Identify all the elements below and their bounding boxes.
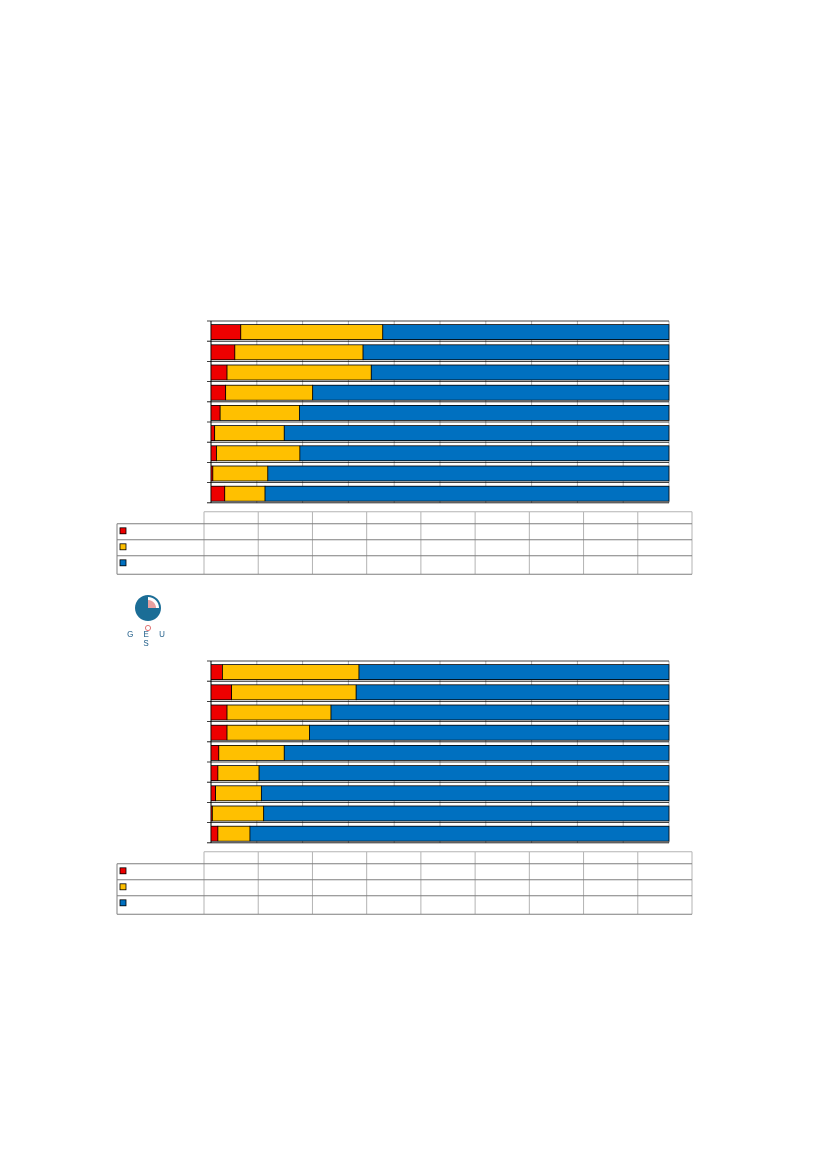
bar-segment-series-2	[226, 364, 372, 381]
legend-key-series-1	[119, 867, 127, 875]
bar-segment-series-3	[362, 344, 670, 361]
bar-segment-series-2	[216, 445, 301, 462]
bar-segment-series-2	[219, 405, 300, 421]
bar-segment-series-1	[210, 405, 221, 421]
bar-segment-series-2	[218, 745, 285, 761]
bar-segment-series-2	[225, 384, 314, 401]
legend-key-series-3	[119, 899, 127, 907]
bar-segment-series-1	[210, 445, 217, 462]
bar-segment-series-1	[210, 785, 216, 802]
bar-segment-series-3	[382, 324, 670, 340]
bar-segment-series-2	[231, 684, 357, 701]
bar-segment-series-1	[210, 344, 236, 361]
bar-segment-series-3	[258, 765, 670, 781]
legend-key-series-3	[119, 559, 127, 567]
bar-segment-series-3	[309, 724, 670, 741]
legend-key-series-1	[119, 527, 127, 535]
bar-segment-series-3	[355, 684, 670, 701]
bar-segment-series-1	[210, 684, 233, 701]
bar-segment-series-3	[330, 704, 670, 721]
bar-segment-series-3	[249, 825, 670, 842]
bar-segment-series-1	[210, 485, 226, 502]
bar-segment-series-2	[240, 324, 384, 340]
bar-segment-series-3	[370, 364, 670, 381]
stacked-bar-chart-bottom	[0, 658, 827, 916]
bar-segment-series-3	[358, 664, 670, 680]
bar-segment-series-3	[312, 384, 670, 401]
bar-segment-series-3	[263, 805, 670, 822]
bar-segment-series-1	[210, 425, 216, 441]
bar-segment-series-2	[215, 785, 262, 802]
bar-segment-series-1	[210, 724, 228, 741]
bar-segment-series-2	[226, 724, 310, 741]
bar-segment-series-3	[264, 485, 670, 502]
bar-segment-series-2	[212, 465, 269, 482]
bar-segment-series-3	[283, 425, 670, 441]
bar-segment-series-1	[210, 664, 223, 680]
legend-key-series-2	[119, 883, 127, 891]
bar-segment-series-1	[210, 825, 219, 842]
bar-segment-series-2	[217, 825, 251, 842]
bar-segment-series-2	[211, 805, 265, 822]
bar-segment-series-1	[210, 745, 220, 761]
bar-segment-series-3	[299, 445, 670, 462]
bar-segment-series-1	[210, 765, 219, 781]
bar-segment-series-1	[210, 324, 242, 340]
bar-segment-series-2	[224, 485, 266, 502]
legend-key-series-2	[119, 543, 127, 551]
bar-segment-series-3	[267, 465, 670, 482]
chart-canvas-top	[116, 320, 693, 575]
bar-segment-series-3	[298, 405, 670, 421]
geus-logo-icon	[124, 592, 172, 640]
logo-text: G E U S	[127, 630, 169, 648]
bar-segment-series-2	[217, 765, 260, 781]
chart-canvas-bottom	[116, 660, 693, 915]
bar-segment-series-2	[234, 344, 364, 361]
bar-segment-series-3	[283, 745, 670, 761]
bar-segment-series-1	[210, 704, 228, 721]
bar-segment-series-2	[214, 425, 285, 441]
bar-segment-series-1	[210, 384, 227, 401]
bar-segment-series-3	[260, 785, 670, 802]
bar-segment-series-2	[226, 704, 332, 721]
bar-segment-series-2	[222, 664, 360, 680]
bar-segment-series-1	[210, 364, 228, 381]
stacked-bar-chart-top	[0, 318, 827, 576]
